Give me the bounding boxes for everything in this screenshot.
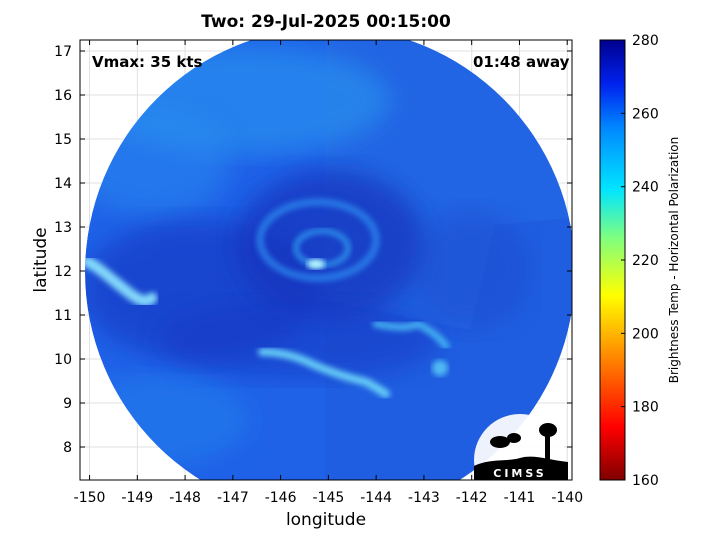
vmax-annotation: Vmax: 35 kts	[92, 53, 203, 71]
logo-dish-left	[490, 436, 510, 448]
colorbar-ticks: 160 180 200 220 240 260 280	[621, 33, 659, 489]
y-tick-label: 12	[54, 264, 72, 280]
cold-band-south	[258, 348, 390, 398]
x-tick-label: -146	[265, 490, 297, 506]
plot-area: CIMSS -150 -149 -148 -147 -146 -145 -144 -143 -1…	[54, 39, 583, 506]
colorbar-tick-label: 220	[632, 253, 659, 269]
cold-spot-east	[432, 360, 448, 376]
x-tick-label: -150	[74, 490, 106, 506]
x-tick-label: -143	[408, 490, 440, 506]
x-tick-label: -145	[312, 490, 344, 506]
colorbar-tick-label: 200	[632, 326, 659, 342]
x-tick-label: -144	[360, 490, 392, 506]
y-tick-label: 17	[54, 44, 72, 60]
y-tick-label: 9	[63, 396, 72, 412]
colorbar-tick-label: 260	[632, 106, 659, 122]
warm-region-south	[160, 300, 440, 380]
y-tick-label: 16	[54, 88, 72, 104]
logo-water-tower	[539, 423, 557, 437]
x-tick-label: -141	[504, 490, 536, 506]
colorbar-tick-label: 160	[632, 473, 659, 489]
y-tick-label: 13	[54, 220, 72, 236]
x-tick-label: -149	[121, 490, 153, 506]
y-axis-label: latitude	[31, 227, 51, 293]
x-axis-label: longitude	[285, 510, 367, 530]
y-tick-label: 14	[54, 176, 72, 192]
colorbar-tick-label: 240	[632, 180, 659, 196]
cold-band-west	[85, 256, 158, 307]
cold-band-southeast	[372, 320, 450, 350]
warm-region-east	[410, 210, 530, 330]
y-tick-label: 15	[54, 132, 72, 148]
x-axis-ticks: -150 -149 -148 -147 -146 -145 -144 -143 -142 -141…	[74, 40, 583, 506]
cold-spot-core	[307, 259, 325, 269]
logo-tower-leg	[545, 436, 550, 464]
x-tick-label: -142	[456, 490, 488, 506]
x-tick-label: -147	[217, 490, 249, 506]
chart-title: Two: 29-Jul-2025 00:15:00	[201, 12, 451, 32]
logo-text: CIMSS	[493, 467, 546, 480]
logo-dish-right	[507, 433, 521, 443]
colorbar-tick-label: 180	[632, 400, 659, 416]
y-tick-label: 8	[63, 440, 72, 456]
colorbar: 160 180 200 220 240 260 280	[599, 33, 659, 489]
colorbar-tick-label: 280	[632, 33, 659, 49]
logo-hills	[474, 456, 568, 480]
y-tick-label: 10	[54, 352, 72, 368]
y-axis-ticks: 8 9 10 11 12 13 14 15 16 17	[54, 44, 572, 456]
x-tick-label: -140	[551, 490, 583, 506]
plot-frame	[79, 39, 573, 481]
colorbar-label: Brightness Temp - Horizontal Polarizatio…	[667, 136, 681, 384]
cimss-logo: CIMSS	[474, 414, 568, 480]
rainband-outer	[256, 198, 380, 282]
x-tick-label: -148	[169, 490, 201, 506]
y-tick-label: 11	[54, 308, 72, 324]
time-away-annotation: 01:48 away	[473, 53, 570, 71]
colorbar-gradient	[599, 39, 626, 481]
